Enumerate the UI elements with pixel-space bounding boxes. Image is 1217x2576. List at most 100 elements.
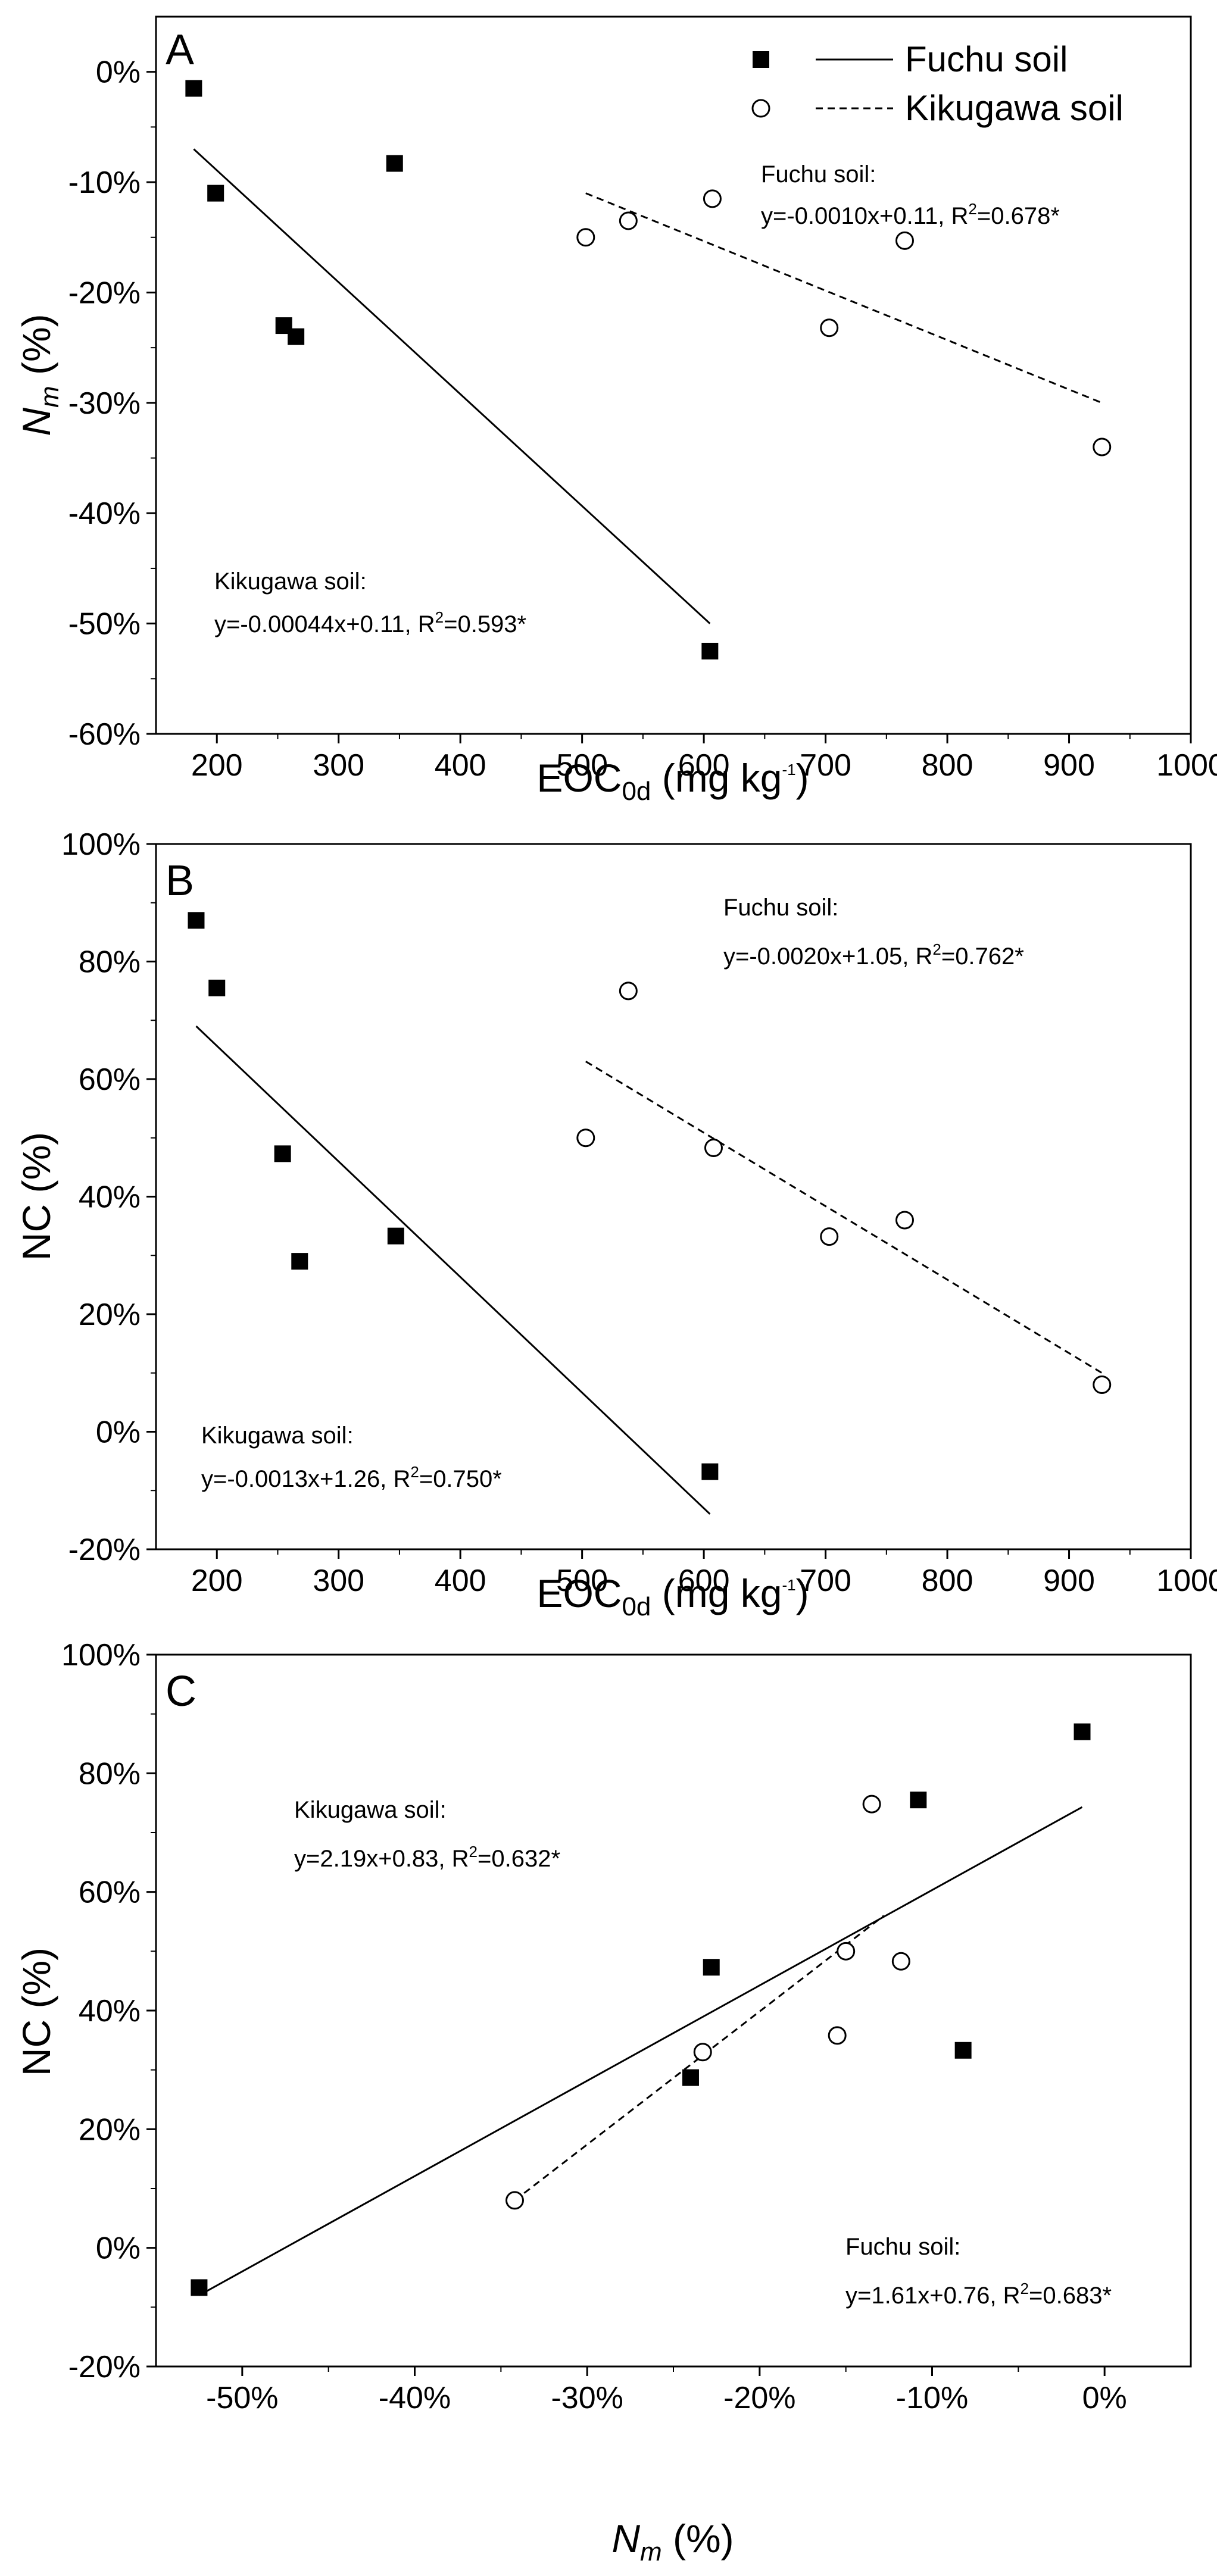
legend-kikugawa-label: Kikugawa soil bbox=[905, 88, 1124, 128]
panel-a-kikugawa-ann-title: Kikugawa soil: bbox=[214, 568, 367, 595]
x-tick-label: 300 bbox=[313, 748, 364, 783]
x-tick-label: 600 bbox=[678, 1564, 730, 1598]
x-tick-label: 800 bbox=[922, 748, 973, 783]
panel-b: B 200 300 400 500 600 700 800 900 1000 -20% 0% 20%… bbox=[14, 827, 1217, 1621]
kikugawa-point bbox=[820, 318, 839, 337]
x-tick-label: -20% bbox=[723, 2381, 795, 2415]
x-tick-label: -40% bbox=[379, 2381, 451, 2415]
x-tick-label: 400 bbox=[435, 1564, 486, 1598]
y-tick-label: 100% bbox=[61, 1638, 141, 1672]
x-tick-label: 500 bbox=[556, 748, 608, 783]
fuchu-point bbox=[185, 80, 202, 97]
fuchu-point bbox=[682, 2069, 699, 2086]
x-tick-label: 900 bbox=[1043, 748, 1095, 783]
panel-b-x-ticks: 200 300 400 500 600 700 800 900 1000 bbox=[191, 1549, 1217, 1598]
legend-kikugawa-marker bbox=[751, 99, 770, 118]
x-tick-label: 600 bbox=[678, 748, 730, 783]
y-tick-label: -40% bbox=[68, 496, 141, 531]
x-tick-label: 700 bbox=[800, 1564, 851, 1598]
panel-c-fit-lines bbox=[198, 1806, 1083, 2296]
kikugawa-point bbox=[619, 211, 638, 230]
panel-c-points bbox=[191, 1723, 1091, 2296]
fuchu-point bbox=[910, 1792, 927, 1809]
x-tick-label: 300 bbox=[313, 1564, 364, 1598]
x-tick-label: 0% bbox=[1082, 2381, 1127, 2415]
x-tick-label: 200 bbox=[191, 748, 243, 783]
panel-a-x-ticks: 200 300 400 500 600 700 800 900 1000 bbox=[191, 734, 1217, 783]
panel-b-kikugawa-ann-title: Kikugawa soil: bbox=[201, 1423, 354, 1449]
fuchu-point bbox=[1074, 1723, 1091, 1740]
panel-b-fit-lines bbox=[195, 1026, 1103, 1515]
panel-c-fuchu-ann-title: Fuchu soil: bbox=[845, 2234, 960, 2260]
kikugawa-point bbox=[895, 231, 914, 250]
y-tick-label: 100% bbox=[61, 827, 141, 862]
panel-a: A 200 300 400 500 600 700 800 900 1000 -60%-50%-… bbox=[14, 15, 1217, 806]
kikugawa-point bbox=[619, 981, 638, 1001]
y-tick-label: 0% bbox=[96, 2231, 141, 2266]
kikugawa-fit-line bbox=[585, 192, 1103, 404]
panel-b-x-label: EOC0d (mg kg-1) bbox=[536, 1571, 809, 1621]
y-tick-label: 60% bbox=[79, 1062, 141, 1097]
kikugawa-point bbox=[576, 228, 595, 247]
panel-a-fuchu-ann-title: Fuchu soil: bbox=[761, 161, 876, 187]
x-tick-label: 1000 bbox=[1156, 1564, 1217, 1598]
fuchu-point bbox=[387, 1227, 404, 1245]
fuchu-point bbox=[701, 642, 719, 659]
panel-c-x-ticks: -50% -40% -30% -20% -10% 0% bbox=[206, 2366, 1127, 2415]
panel-b-fuchu-ann-title: Fuchu soil: bbox=[723, 895, 838, 921]
kikugawa-point bbox=[895, 1211, 914, 1230]
kikugawa-fit-line bbox=[585, 1061, 1103, 1374]
panel-c-kikugawa-ann-title: Kikugawa soil: bbox=[294, 1797, 447, 1823]
panel-b-y-ticks: -20% 0% 20% 40% 60% 80% 100% bbox=[61, 827, 156, 1567]
panel-c-kikugawa-ann-eq: y=2.19x+0.83, R2=0.632* bbox=[294, 1843, 560, 1872]
kikugawa-point bbox=[862, 1795, 881, 1814]
panel-a-x-label: EOC0d (mg kg-1) bbox=[536, 756, 809, 806]
panel-c-fuchu-ann-eq: y=1.61x+0.76, R2=0.683* bbox=[845, 2280, 1112, 2309]
legend-fuchu-marker bbox=[753, 51, 769, 68]
y-tick-label: 40% bbox=[79, 1994, 141, 2028]
x-tick-label: -50% bbox=[206, 2381, 278, 2415]
kikugawa-point bbox=[576, 1128, 595, 1148]
fuchu-fit-line bbox=[195, 1026, 711, 1515]
panel-a-fuchu-ann-eq: y=-0.0010x+0.11, R2=0.678* bbox=[761, 200, 1060, 229]
panel-c-frame bbox=[155, 1653, 1192, 2368]
panel-b-y-label: NC (%) bbox=[14, 1132, 58, 1261]
kikugawa-point bbox=[1093, 437, 1112, 457]
x-tick-label: 900 bbox=[1043, 1564, 1095, 1598]
y-tick-label: 80% bbox=[79, 945, 141, 980]
fuchu-point bbox=[386, 155, 403, 172]
panel-b-points bbox=[188, 912, 1112, 1480]
fuchu-point bbox=[191, 2279, 208, 2296]
fuchu-fit-line bbox=[198, 1806, 1083, 2296]
y-tick-label: 20% bbox=[79, 1298, 141, 1332]
panel-a-frame bbox=[155, 15, 1192, 735]
legend: Fuchu soil Kikugawa soil bbox=[751, 39, 1124, 128]
y-tick-label: -50% bbox=[68, 607, 141, 642]
panel-b-kikugawa-ann-eq: y=-0.0013x+1.26, R2=0.750* bbox=[201, 1463, 502, 1492]
kikugawa-point bbox=[693, 2043, 712, 2062]
kikugawa-point bbox=[505, 2191, 525, 2210]
panel-a-y-ticks: -60% -50% -40% -30% -20% -10% 0% bbox=[68, 55, 156, 752]
x-tick-label: -30% bbox=[551, 2381, 623, 2415]
kikugawa-point bbox=[891, 1952, 910, 1971]
y-tick-label: -10% bbox=[68, 165, 141, 200]
y-tick-label: 20% bbox=[79, 2112, 141, 2147]
y-tick-label: 80% bbox=[79, 1756, 141, 1791]
panel-c-x-label: Nm (%) bbox=[611, 2516, 734, 2566]
panel-c: C -50% -40% -30% -20% -10% 0% -20% 0% 20% 40% 60%… bbox=[14, 1638, 1192, 2566]
y-tick-label: -30% bbox=[68, 386, 141, 421]
panel-a-points bbox=[185, 80, 1112, 659]
fuchu-fit-line bbox=[193, 148, 711, 624]
fuchu-point bbox=[954, 2042, 972, 2059]
y-tick-label: -20% bbox=[68, 1533, 141, 1567]
fuchu-point bbox=[207, 185, 224, 202]
y-tick-label: 40% bbox=[79, 1180, 141, 1215]
x-tick-label: 1000 bbox=[1156, 748, 1217, 783]
kikugawa-point bbox=[704, 1139, 723, 1158]
panel-b-fuchu-ann-eq: y=-0.0020x+1.05, R2=0.762* bbox=[723, 940, 1024, 970]
legend-fuchu-label: Fuchu soil bbox=[905, 39, 1068, 79]
fuchu-point bbox=[291, 1253, 308, 1270]
panel-a-fit-lines bbox=[193, 148, 1103, 624]
x-tick-label: 700 bbox=[800, 748, 851, 783]
